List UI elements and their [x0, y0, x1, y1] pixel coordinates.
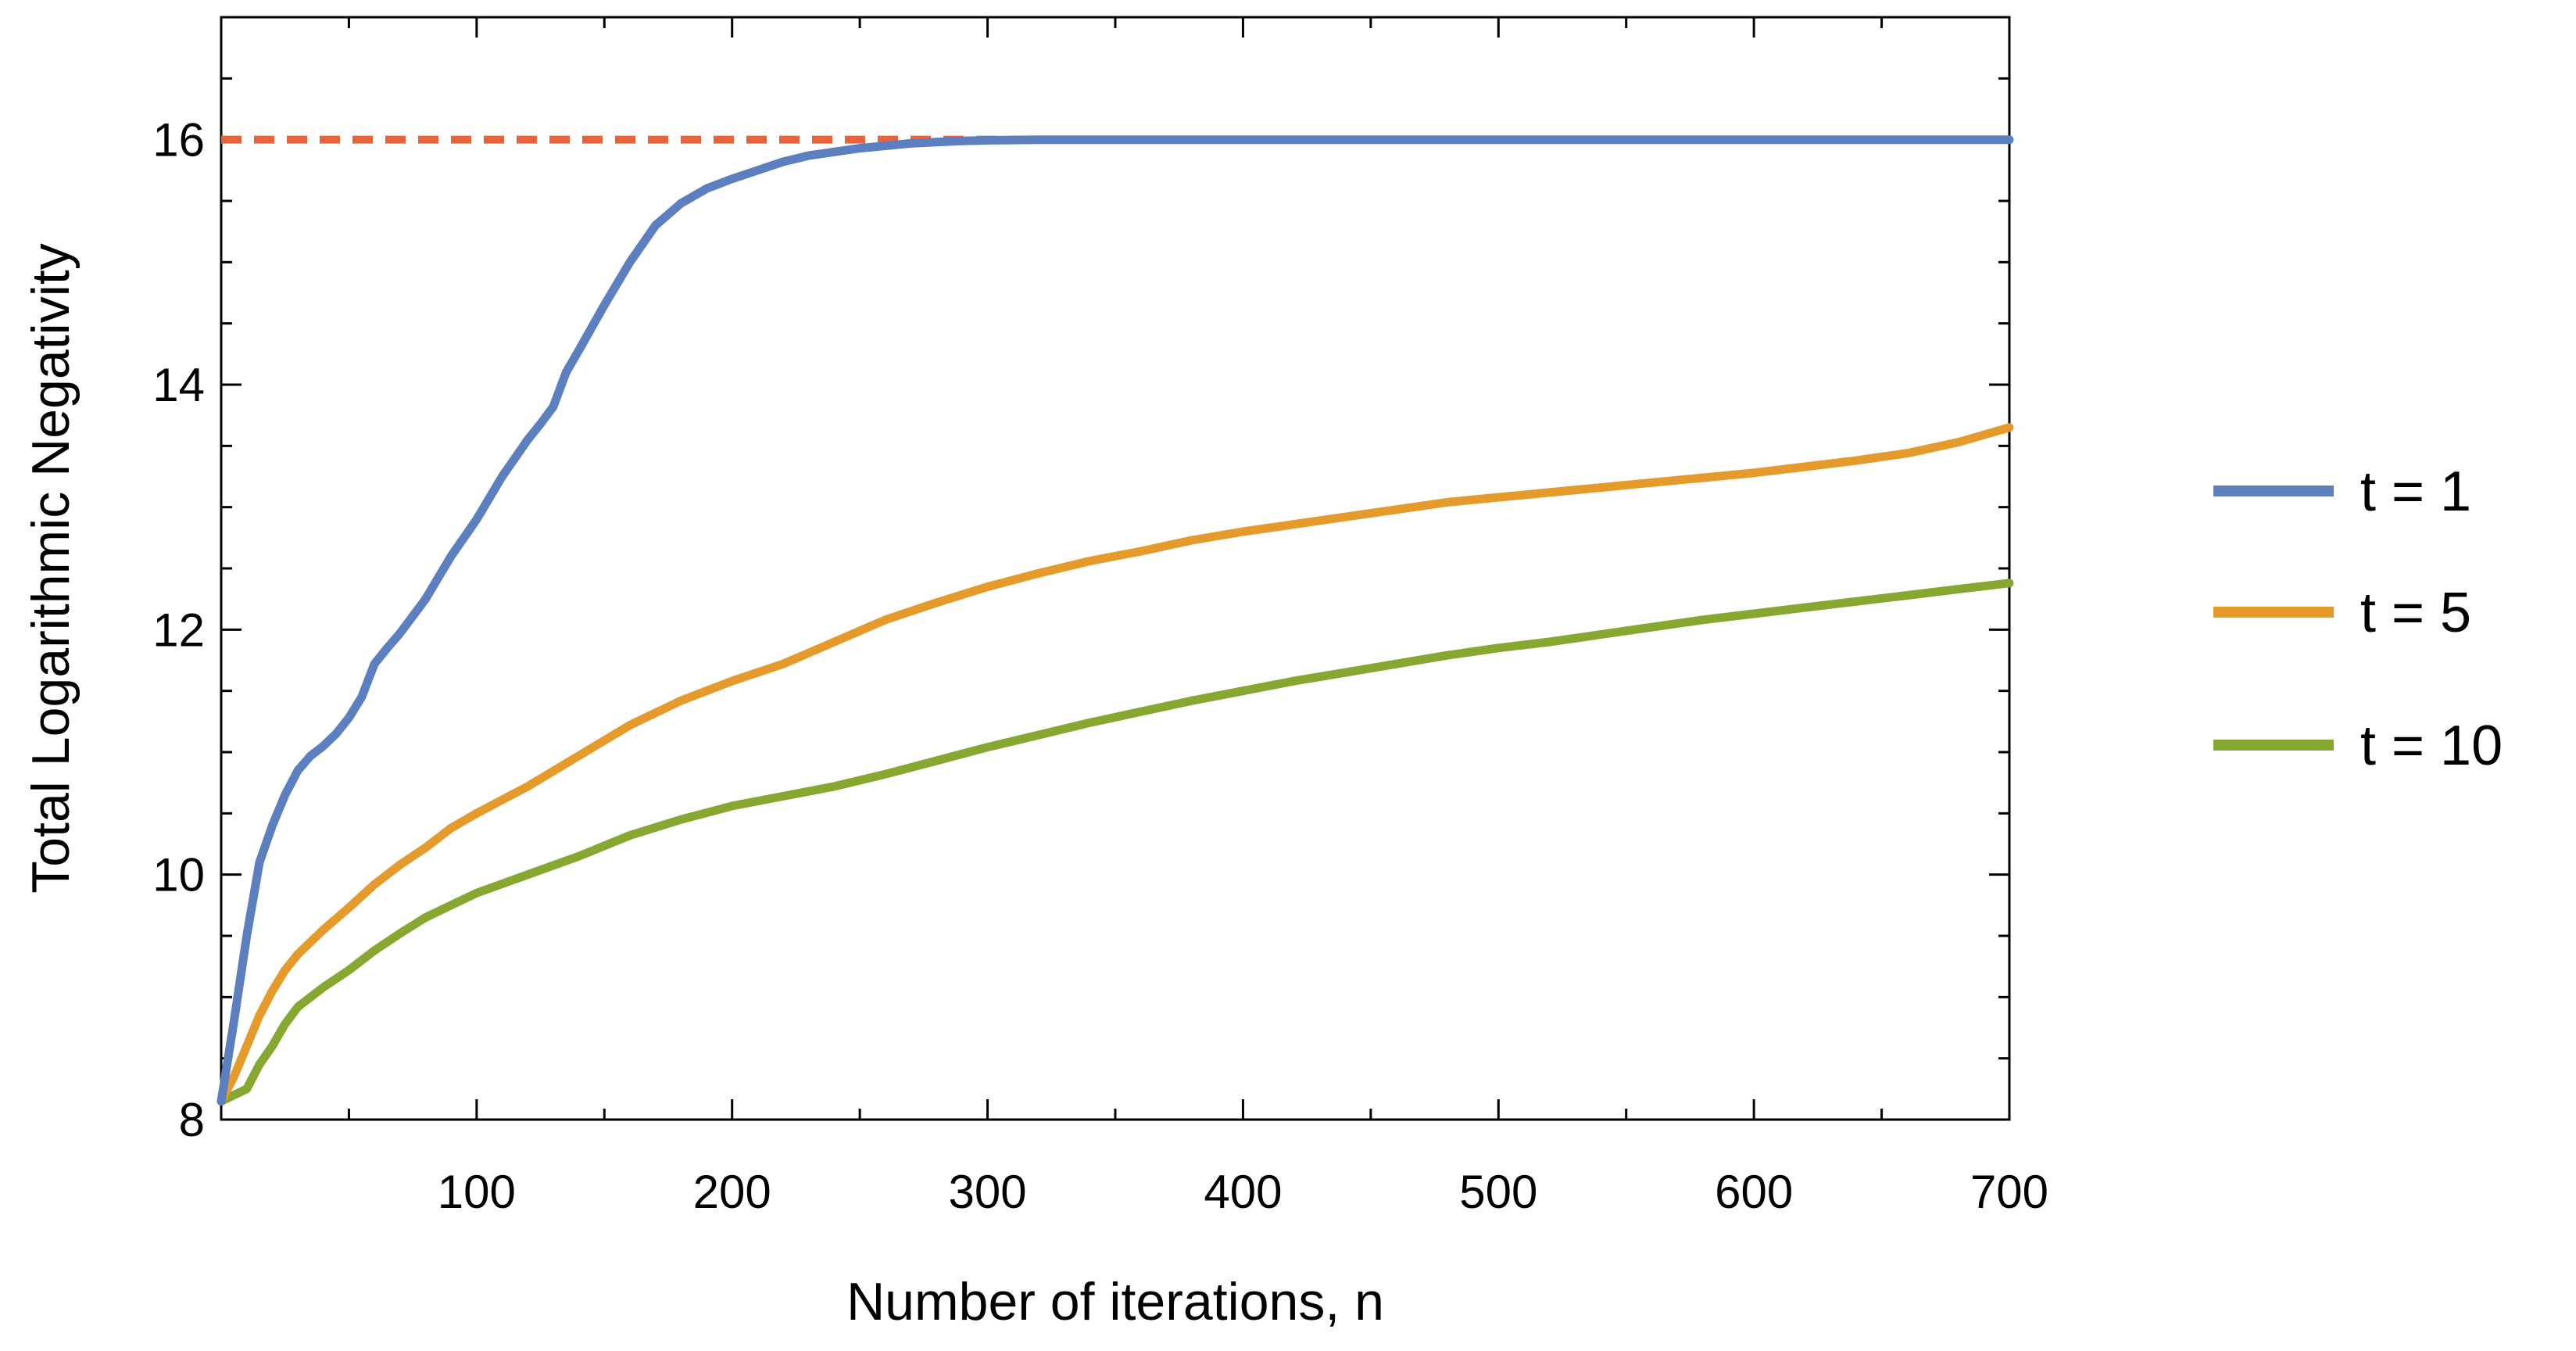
series-line: [216, 579, 2014, 1106]
axis-ticks: [221, 16, 2011, 1120]
x-axis-title: Number of iterations, n: [846, 1272, 1384, 1331]
x-tick-label: 100: [438, 1166, 516, 1218]
x-tick-label: 600: [1715, 1166, 1793, 1218]
y-tick-label: 14: [152, 359, 205, 411]
x-tick-label: 700: [1970, 1166, 2048, 1218]
legend-label: t = 10: [2360, 715, 2503, 777]
legend: t = 1 t = 5 t = 10: [2213, 460, 2503, 777]
tick-labels: 100 200 300 400 500 600 700 8 10 12 14 16: [152, 114, 2048, 1218]
legend-label: t = 1: [2360, 460, 2471, 523]
series-line: [216, 423, 2014, 1106]
y-tick-label: 12: [152, 604, 205, 656]
plot-area: [216, 16, 2014, 1121]
y-tick-label: 10: [152, 849, 205, 901]
plot-frame: [220, 16, 2011, 1121]
y-tick-label: 16: [152, 114, 205, 167]
x-tick-label: 400: [1204, 1166, 1282, 1218]
x-tick-label: 300: [949, 1166, 1027, 1218]
legend-label: t = 5: [2360, 582, 2471, 644]
series-lines: [216, 135, 2014, 1106]
y-tick-label: 8: [179, 1094, 205, 1146]
x-tick-label: 200: [693, 1166, 771, 1218]
x-tick-label: 500: [1459, 1166, 1537, 1218]
series-line: [216, 135, 2014, 1106]
y-axis-title: Total Logarithmic Negativity: [21, 243, 80, 893]
